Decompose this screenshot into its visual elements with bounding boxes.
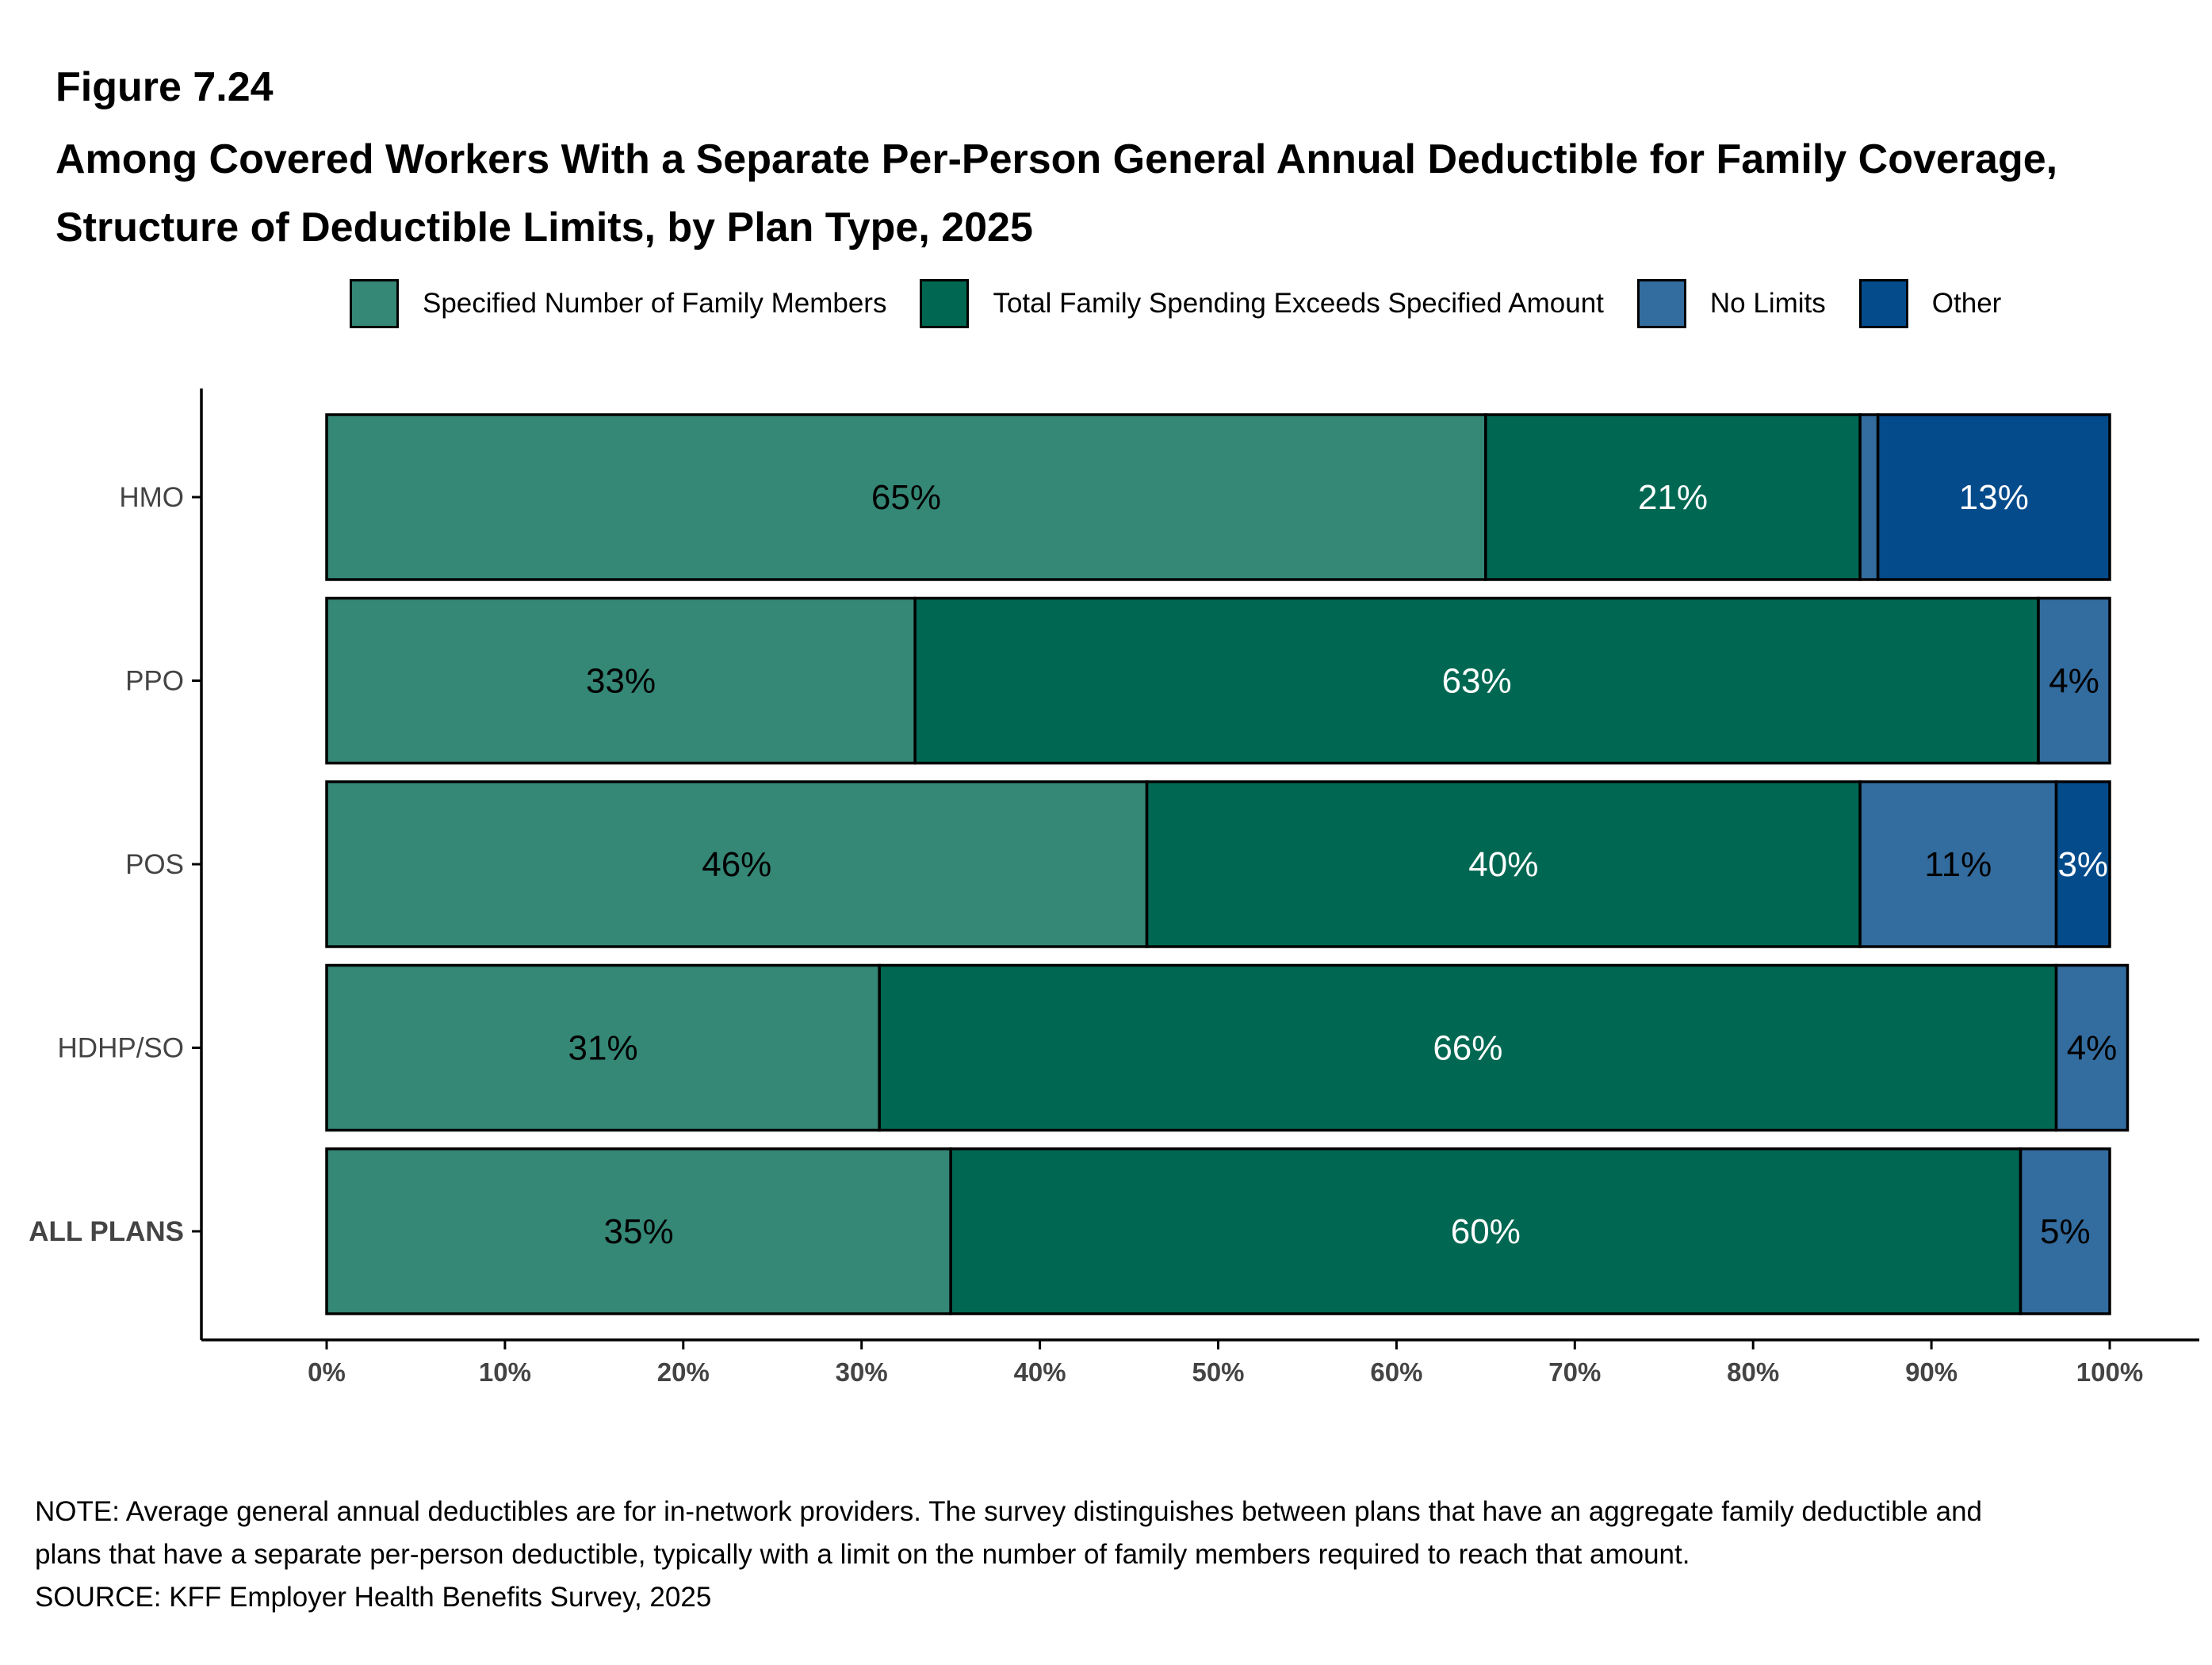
x-tick-label: 70% [1548,1357,1601,1387]
data-label-ppo-total: 63% [1442,662,1512,701]
y-tick-label: POS [125,849,184,880]
legend: Specified Number of Family Members Total… [350,276,2034,331]
y-tick-label: HDHP/SO [58,1033,184,1064]
footnotes: NOTE: Average general annual deductibles… [35,1491,2017,1619]
stacked-bar-chart: 65% 21% 13% 33% 63% 4% 46% 40% 11% 3% 31% 66% 4% 35% 6… [29,388,2199,1387]
bar-hdhp-so-specified [325,963,881,1132]
y-tick-label: HMO [119,482,184,513]
data-label-hmo-other: 13% [1959,478,2029,517]
data-label-all-plans-nolimits: 5% [2040,1212,2091,1251]
axes-group: HMO PPO POS HDHP/SO ALL PLANS 0% 10% 20% 30% 40% 5… [29,388,2199,1387]
data-label-all-plans-total: 60% [1451,1212,1521,1251]
bar-pos-nolimits [1858,780,2058,948]
data-label-pos-nolimits: 11% [1924,845,1992,884]
bar-ppo-specified [325,596,917,765]
data-label-hdhp-so-specified: 31% [568,1029,638,1068]
y-tick-label: PPO [125,666,184,697]
y-tick-label: ALL PLANS [29,1216,184,1247]
bars-group: 65% 21% 13% 33% 63% 4% 46% 40% 11% 3% 31% 66% 4% 35% 6… [325,413,2130,1315]
legend-item-other: Other [1858,279,2002,328]
bar-pos-total [1145,780,1862,948]
data-label-ppo-specified: 33% [586,662,656,701]
x-tick-label: 10% [479,1357,531,1387]
data-label-ppo-nolimits: 4% [2049,662,2099,701]
bar-hdhp-so-total [878,963,2058,1132]
bar-pos-other [2054,780,2111,948]
x-tick-label: 80% [1727,1357,1779,1387]
bar-hmo-nolimits [1858,413,1880,581]
x-tick-label: 30% [836,1357,888,1387]
x-tick-label: 60% [1370,1357,1422,1387]
bar-hdhp-so-nolimits [2054,963,2130,1132]
legend-item-total: Total Family Spending Exceeds Specified … [920,279,1604,328]
x-tick-label: 0% [308,1357,346,1387]
legend-label-other: Other [1931,288,2002,319]
bar-hmo-total [1484,413,1862,581]
bar-hmo-other [1876,413,2111,581]
bar-all-plans-total [949,1147,2023,1315]
legend-item-nolimits: No Limits [1636,279,1826,328]
legend-label-total: Total Family Spending Exceeds Specified … [993,288,1604,319]
legend-swatch-nolimits [1636,279,1686,328]
x-tick-label: 100% [2076,1357,2143,1387]
bar-ppo-nolimits [2037,596,2111,765]
legend-label-specified: Specified Number of Family Members [423,288,887,319]
x-tick-label: 40% [1014,1357,1066,1387]
bar-hmo-specified [325,413,1487,581]
data-label-hmo-specified: 65% [871,478,941,517]
bar-all-plans-specified [325,1147,952,1315]
bar-all-plans-nolimits [2019,1147,2111,1315]
legend-swatch-specified [350,279,399,328]
x-tick-label: 20% [657,1357,710,1387]
data-label-hdhp-so-nolimits: 4% [2067,1029,2118,1068]
data-label-hmo-total: 21% [1638,478,1708,517]
data-label-hdhp-so-total: 66% [1433,1029,1502,1068]
data-label-pos-total: 40% [1468,845,1538,884]
legend-swatch-other [1858,279,1908,328]
legend-label-nolimits: No Limits [1709,288,1826,319]
legend-item-specified: Specified Number of Family Members [350,279,886,328]
data-label-all-plans-specified: 35% [604,1212,674,1251]
x-tick-label: 50% [1192,1357,1244,1387]
bar-pos-specified [325,780,1149,948]
figure-label: Figure 7.24 [55,64,274,110]
source-text: SOURCE: KFF Employer Health Benefits Sur… [35,1582,712,1613]
data-label-pos-other: 3% [2057,845,2108,884]
x-tick-label: 90% [1905,1357,1958,1387]
note-text: NOTE: Average general annual deductibles… [35,1496,1983,1570]
bar-ppo-total [913,596,2040,765]
legend-swatch-total [920,279,970,328]
chart-title: Among Covered Workers With a Separate Pe… [55,136,2058,251]
data-label-pos-specified: 46% [702,845,771,884]
